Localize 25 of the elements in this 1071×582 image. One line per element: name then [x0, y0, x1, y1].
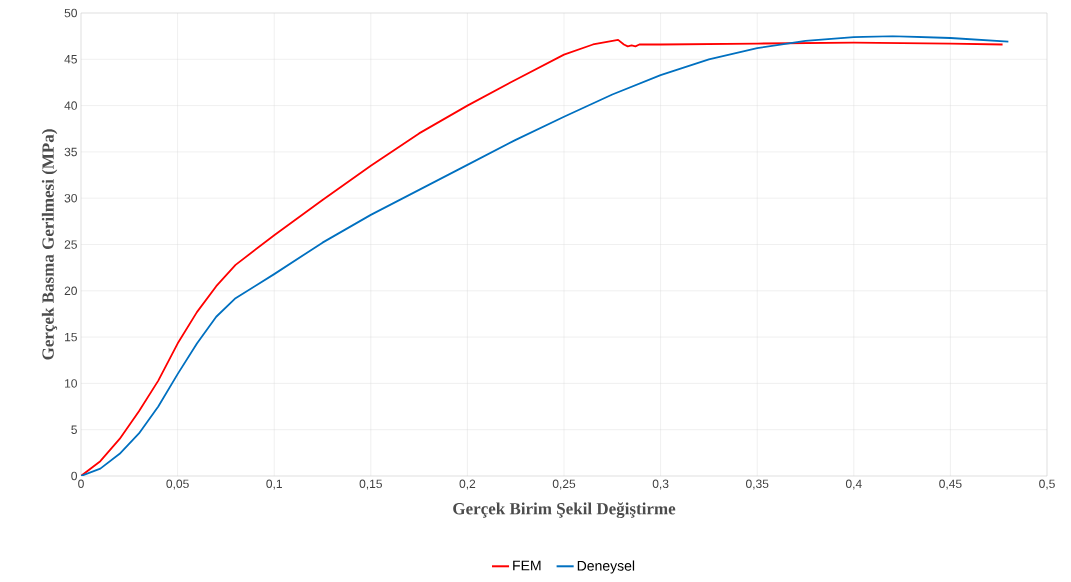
y-tick-label: 35 [64, 147, 77, 157]
x-tick-label: 0,5 [1039, 479, 1055, 490]
y-tick-label: 5 [71, 425, 77, 434]
x-tick-label: 0,4 [845, 479, 862, 490]
x-axis-title: Gerçek Birim Şekil Değiştirme [453, 502, 676, 519]
y-tick-label: 30 [64, 193, 78, 203]
x-tick-label: 0,2 [459, 479, 476, 490]
x-tick-label: 0,25 [552, 479, 576, 490]
y-tick-label: 25 [64, 240, 77, 249]
x-tick-label: 0,05 [166, 479, 189, 490]
y-tick-label: 10 [65, 379, 78, 388]
x-tick-label: 0,35 [746, 479, 769, 490]
y-tick-label: 50 [64, 8, 78, 18]
x-tick-label: 0,45 [939, 479, 962, 490]
y-axis-title: Gerçek Basma Gerilmesi (MPa) [41, 129, 58, 360]
y-tick-label: 0 [71, 471, 78, 481]
y-tick-label: 45 [64, 55, 77, 64]
x-tick-label: 0,1 [266, 479, 282, 490]
legend-label: FEM [513, 560, 541, 571]
x-tick-label: 0,3 [652, 479, 669, 490]
x-tick-label: 0,15 [359, 479, 382, 490]
y-tick-label: 20 [64, 286, 78, 296]
y-tick-label: 15 [65, 332, 77, 342]
legend-label: Deneysel [577, 560, 635, 574]
y-tick-label: 40 [64, 101, 78, 110]
